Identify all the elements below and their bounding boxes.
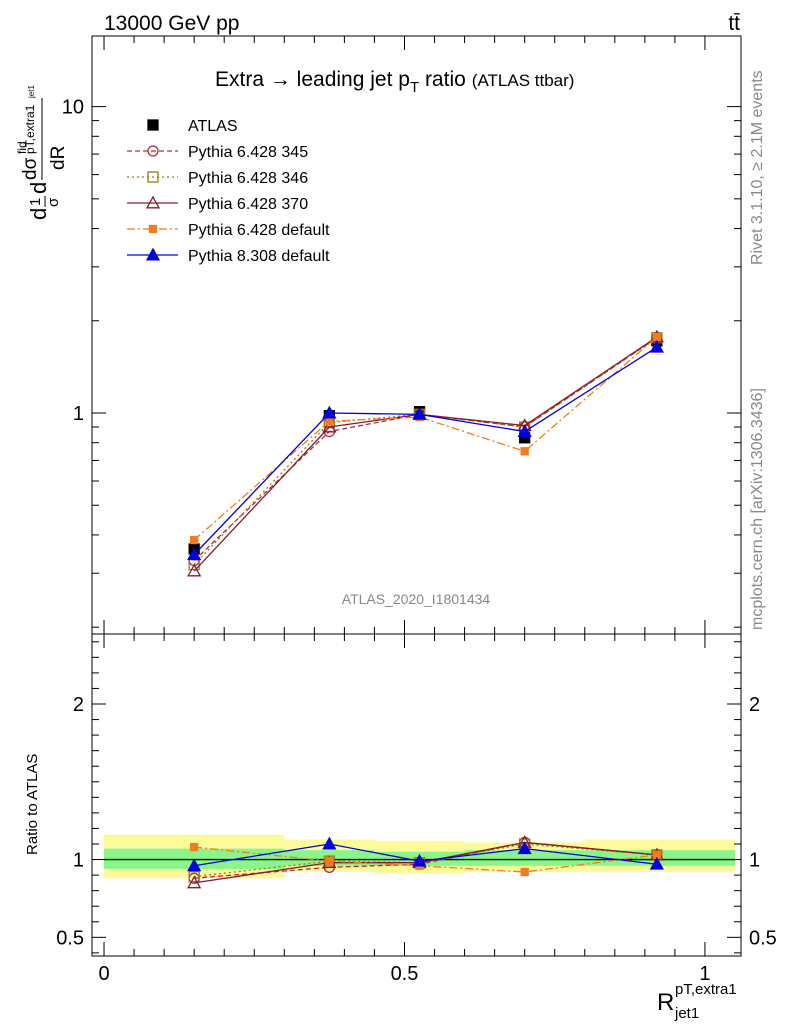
main-line-p370 (193, 336, 658, 572)
ratio-panel-series (187, 835, 664, 889)
svg-text:dR: dR (48, 146, 69, 170)
legend-label-p345: Pythia 6.428 345 (188, 144, 308, 161)
main-point-p6def (652, 332, 662, 342)
ratio-band-inner (464, 850, 585, 866)
svg-text:pT,extra1: pT,extra1 (675, 981, 737, 998)
svg-text:R: R (657, 989, 674, 1016)
ratio-y-tick-label: 0.5 (56, 927, 84, 949)
main-line-p8def (193, 346, 658, 556)
main-series-p8def (187, 339, 664, 561)
main-point-p6def (190, 535, 199, 545)
svg-text:d: d (26, 182, 51, 194)
main-point-p8def (517, 424, 532, 437)
legend-label-p8def: Pythia 8.308 default (188, 248, 330, 265)
main-point-p8def (412, 407, 427, 420)
analysis-watermark: ATLAS_2020_I1801434 (342, 591, 491, 607)
main-y-tick-label: 10 (62, 97, 84, 119)
ratio-y-tick-label: 1 (73, 850, 84, 872)
legend-marker-atlas (147, 119, 159, 131)
legend-marker-p370 (145, 195, 161, 209)
legend-entry-p370: Pythia 6.428 370 (127, 195, 308, 213)
header-energy-label: 13000 GeV pp (104, 12, 239, 35)
legend-marker-p346 (147, 171, 159, 183)
legend-entry-p345: Pythia 6.428 345 (127, 144, 308, 161)
ratio-point-p6def (190, 842, 199, 852)
ratio-panel-ticks: 0.5 0.5 1 1 2 2 0 0.5 1 (56, 634, 777, 985)
ratio-point-p346 (188, 871, 200, 883)
legend-label-atlas: ATLAS (188, 118, 238, 135)
legend-marker-p345 (147, 145, 159, 157)
mcplots-label: mcplots.cern.ch [arXiv:1306.3436] (749, 388, 766, 630)
ratio-point-p6def (520, 867, 529, 877)
plot-title: Extra → leading jet pT ratio (ATLAS ttbar… (215, 68, 574, 96)
ratio-point-p8def (322, 836, 337, 850)
main-point-p370 (322, 419, 337, 433)
main-point-p370 (187, 563, 202, 577)
main-y-axis-label: d 1 σ d dσ fid pT,extra1 dR jet1 (15, 85, 69, 220)
main-point-p6def (520, 447, 529, 456)
main-series-p6def (190, 332, 662, 545)
main-line-p6def (193, 336, 658, 541)
ratio-y-tick-label-right: 1 (749, 850, 760, 872)
main-point-p8def (649, 339, 664, 353)
ratio-y-tick-label-right: 0.5 (749, 927, 777, 949)
legend-entry-p6def: Pythia 6.428 default (127, 222, 330, 239)
legend-label-p6def: Pythia 6.428 default (188, 222, 330, 239)
legend-label-p346: Pythia 6.428 346 (188, 170, 308, 187)
legend-entry-atlas: ATLAS (147, 118, 238, 135)
x-tick-label: 0.5 (391, 963, 419, 985)
ratio-series-p8def (187, 836, 664, 872)
svg-text:dσ: dσ (20, 157, 41, 180)
ratio-panel-frame (91, 633, 742, 957)
ratio-point-p8def (649, 856, 664, 870)
rivet-version-label: Rivet 3.1.10, ≥ 2.1M events (749, 70, 766, 265)
ratio-y-axis-label: Ratio to ATLAS (24, 754, 41, 855)
svg-text:1: 1 (27, 198, 44, 206)
svg-text:σ: σ (45, 197, 62, 207)
ratio-point-p8def (517, 841, 532, 855)
main-line-p345 (193, 337, 658, 562)
header-process-label: tt̄ (728, 12, 740, 35)
main-panel-series (187, 329, 664, 577)
main-y-tick-label: 1 (73, 403, 84, 425)
main-line-p346 (193, 337, 658, 566)
svg-text:pT,extra1: pT,extra1 (23, 104, 37, 154)
svg-text:d: d (26, 208, 51, 220)
legend-marker-p8def (145, 247, 161, 261)
legend: ATLAS Pythia 6.428 345 Pythia 6.428 346 Pyt… (127, 118, 330, 265)
main-series-p370 (187, 329, 664, 577)
ratio-point-p8def (412, 853, 427, 867)
x-axis-label: R pT,extra1 jet1 (657, 981, 737, 1022)
main-series-p345 (188, 332, 663, 567)
ratio-point-p8def (187, 858, 202, 872)
legend-marker-p6def (148, 224, 158, 234)
ratio-point-p6def (325, 856, 334, 866)
svg-text:fid: fid (15, 141, 29, 154)
x-tick-label: 1 (699, 963, 710, 985)
main-series-p346 (188, 332, 663, 571)
svg-text:jet1: jet1 (27, 85, 36, 99)
svg-text:jet1: jet1 (674, 1005, 699, 1022)
main-point-p8def (322, 405, 337, 419)
main-panel-ticks: 1 10 (62, 36, 741, 634)
main-series-atlas (188, 335, 663, 557)
main-point-p6def (325, 417, 334, 426)
x-tick-label: 0 (98, 963, 109, 985)
ratio-point-p370 (187, 875, 202, 889)
main-point-p8def (187, 547, 202, 561)
ratio-y-tick-label: 2 (73, 694, 84, 716)
legend-entry-p8def: Pythia 8.308 default (127, 247, 330, 265)
ratio-y-tick-label-right: 2 (749, 694, 760, 716)
legend-entry-p346: Pythia 6.428 346 (127, 170, 308, 187)
legend-label-p370: Pythia 6.428 370 (188, 196, 308, 213)
